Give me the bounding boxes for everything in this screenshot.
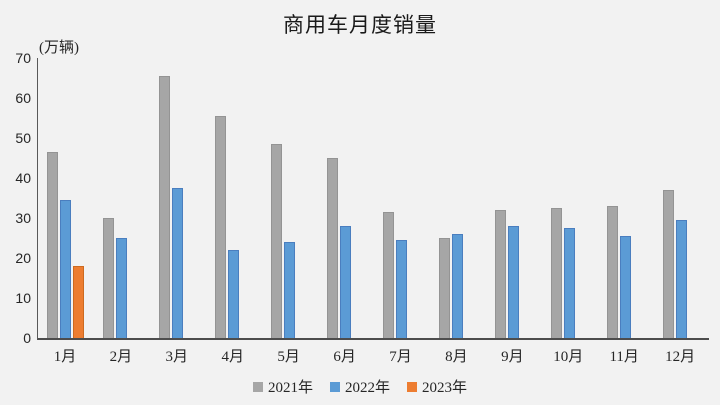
x-tick-label-5月: 5月 [277, 349, 300, 365]
bar-group-7月 [374, 58, 430, 338]
bar-2022年-11月 [619, 236, 631, 338]
legend: 2021年 2022年 2023年 [0, 376, 720, 397]
bar-2022年-3月 [172, 188, 184, 338]
bar-2022年-4月 [228, 250, 240, 338]
bar-group-4月 [206, 58, 262, 338]
bar-group-6月 [318, 58, 374, 338]
y-axis-unit-label: (万辆) [39, 40, 79, 56]
bar-2021年-3月 [159, 76, 171, 338]
bar-2022年-1月 [60, 200, 72, 338]
bar-group-3月 [150, 58, 206, 338]
bar-2022年-12月 [675, 220, 687, 338]
y-tick-label: 50 [15, 130, 31, 146]
bar-2021年-12月 [662, 190, 674, 338]
bar-group-9月 [485, 58, 541, 338]
bar-2021年-4月 [215, 116, 227, 338]
bar-2022年-6月 [340, 226, 352, 338]
bar-2022年-2月 [116, 238, 128, 338]
x-tick-label-12月: 12月 [665, 349, 696, 365]
bar-2021年-7月 [382, 212, 394, 338]
x-axis-tick-labels: 1月 2月 3月 4月 5月 6月 7月 8月 9月 10月 11月 12月 [37, 345, 708, 366]
plot-area [37, 58, 709, 340]
legend-swatch-2021年 [252, 381, 263, 392]
bar-2022年-10月 [563, 228, 575, 338]
bar-2022年-8月 [451, 234, 463, 338]
bar-2021年-11月 [606, 206, 618, 338]
bar-2021年-6月 [327, 158, 339, 338]
bars-container [38, 58, 709, 338]
x-tick-label-2月: 2月 [109, 349, 133, 365]
legend-label-2022年: 2022年 [344, 380, 390, 396]
x-tick-label-4月: 4月 [221, 349, 244, 365]
legend-label-2023年: 2023年 [422, 380, 468, 396]
bar-group-8月 [429, 58, 485, 338]
bar-group-2月 [94, 58, 150, 338]
bar-2022年-5月 [284, 242, 296, 338]
y-tick-label: 20 [15, 250, 31, 266]
x-tick-label-11月: 11月 [609, 349, 639, 365]
bar-2022年-9月 [507, 226, 519, 338]
x-tick-label-10月: 10月 [553, 349, 584, 365]
y-tick-label: 40 [15, 170, 31, 186]
legend-label-2021年: 2021年 [267, 380, 313, 396]
x-tick-label-6月: 6月 [333, 349, 356, 365]
bar-2021年-9月 [494, 210, 506, 338]
x-tick-label-3月: 3月 [165, 349, 189, 365]
bar-2023年-1月 [73, 266, 85, 338]
bar-group-5月 [262, 58, 318, 338]
y-tick-label: 70 [15, 50, 31, 66]
legend-swatch-2023年 [407, 381, 417, 392]
bar-2021年-10月 [550, 208, 562, 338]
bar-group-10月 [541, 58, 597, 338]
legend-swatch-2022年 [329, 381, 340, 392]
bar-group-11月 [597, 58, 653, 338]
bar-2022年-7月 [395, 240, 407, 338]
y-axis-tick-labels: 70 60 50 40 30 20 10 0 [0, 50, 31, 346]
y-tick-label: 30 [15, 210, 31, 226]
x-tick-label-9月: 9月 [501, 349, 524, 365]
x-tick-label-1月: 1月 [53, 349, 77, 365]
bar-group-1月 [38, 58, 94, 338]
legend-item-2021年: 2021年 [252, 376, 313, 397]
bar-2021年-5月 [271, 144, 283, 338]
bar-2021年-1月 [47, 152, 59, 338]
chart-title: 商用车月度销量 [283, 13, 437, 37]
bar-2021年-2月 [103, 218, 115, 338]
y-tick-label: 60 [15, 90, 31, 106]
legend-item-2022年: 2022年 [329, 376, 390, 397]
x-tick-label-8月: 8月 [445, 349, 468, 365]
y-tick-label: 0 [23, 330, 31, 346]
y-tick-label: 10 [15, 290, 31, 306]
bar-2021年-8月 [438, 238, 450, 338]
x-tick-label-7月: 7月 [389, 349, 412, 365]
bar-group-12月 [653, 58, 709, 338]
legend-item-2023年: 2023年 [407, 376, 467, 397]
